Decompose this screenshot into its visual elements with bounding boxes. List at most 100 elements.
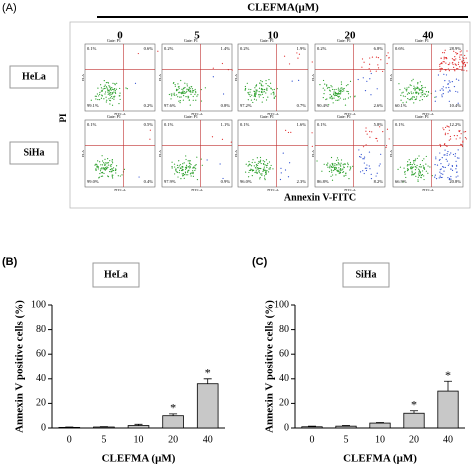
- event-dot: [450, 178, 452, 180]
- event-dot: [444, 154, 446, 156]
- event-dot: [197, 94, 199, 96]
- quadrant-percent: 1.9%: [297, 46, 307, 51]
- event-dot: [340, 168, 342, 170]
- event-dot: [329, 90, 331, 92]
- event-dot: [340, 162, 342, 164]
- event-dot: [326, 98, 328, 100]
- event-dot: [245, 163, 247, 165]
- event-dot: [409, 161, 412, 164]
- event-dot: [265, 80, 267, 82]
- event-dot: [334, 91, 337, 93]
- event-dot: [105, 101, 107, 103]
- event-dot: [329, 166, 331, 168]
- event-dot: [266, 166, 268, 169]
- event-dot: [340, 165, 342, 167]
- event-dot: [335, 99, 337, 101]
- event-dot: [185, 164, 188, 167]
- event-dot: [106, 99, 108, 101]
- event-dot: [451, 62, 453, 64]
- event-dot: [387, 52, 389, 54]
- event-dot: [192, 95, 194, 98]
- event-dot: [99, 172, 101, 175]
- event-dot: [386, 128, 389, 130]
- event-dot: [431, 175, 433, 177]
- event-dot: [346, 90, 348, 92]
- event-dot: [194, 169, 196, 172]
- event-dot: [103, 163, 106, 165]
- event-dot: [453, 66, 455, 68]
- gate-label: Gate: P1: [415, 38, 429, 43]
- event-dot: [412, 78, 414, 80]
- event-dot: [178, 87, 180, 89]
- event-dot: [101, 164, 104, 166]
- x-tick-label: 0: [67, 434, 72, 445]
- event-dot: [407, 97, 409, 100]
- event-dot: [251, 94, 253, 96]
- concentration-label: 0: [117, 30, 123, 42]
- event-dot: [182, 174, 185, 176]
- significance-mark: *: [411, 398, 417, 412]
- event-dot: [463, 58, 465, 60]
- title-box: [92, 262, 140, 288]
- panel-label: (C): [252, 256, 268, 268]
- event-dot: [111, 88, 114, 90]
- event-dot: [339, 89, 341, 91]
- event-dot: [192, 99, 194, 101]
- event-dot: [445, 62, 447, 64]
- event-dot: [369, 78, 371, 80]
- event-dot: [97, 98, 99, 101]
- event-dot: [443, 154, 445, 156]
- event-dot: [187, 88, 190, 90]
- event-dot: [436, 164, 439, 166]
- event-dot: [462, 56, 464, 59]
- quadrant-percent: 0.2%: [144, 103, 154, 108]
- event-dot: [259, 161, 261, 164]
- y-tick-label: 0: [41, 422, 46, 433]
- event-dot: [425, 170, 427, 172]
- event-dot: [112, 174, 114, 176]
- event-dot: [412, 166, 414, 168]
- event-dot: [466, 70, 468, 72]
- event-dot: [259, 82, 261, 84]
- event-dot: [250, 88, 252, 91]
- event-dot: [104, 93, 106, 95]
- event-dot: [265, 92, 267, 94]
- event-dot: [444, 49, 446, 51]
- quadrant-percent: 0.1%: [164, 122, 174, 127]
- quadrant-percent: 86.8%: [317, 179, 329, 184]
- quadrant-percent: 1.1%: [221, 122, 231, 127]
- event-dot: [95, 98, 97, 100]
- chart-title: SiHa: [355, 269, 376, 280]
- event-dot: [111, 97, 113, 99]
- event-dot: [263, 91, 265, 93]
- event-dot: [287, 176, 290, 178]
- event-dot: [424, 93, 427, 95]
- event-dot: [442, 173, 444, 175]
- event-dot: [399, 89, 401, 91]
- plot-axis-label: PI-A: [389, 74, 393, 81]
- event-dot: [429, 166, 431, 168]
- event-dot: [340, 159, 343, 161]
- bar: [58, 426, 81, 429]
- y-tick-label: 60: [279, 348, 289, 359]
- event-dot: [262, 91, 264, 93]
- bar: [335, 425, 357, 429]
- event-dot: [111, 168, 113, 170]
- event-dot: [457, 63, 460, 65]
- event-dot: [177, 89, 179, 91]
- event-dot: [442, 93, 444, 95]
- event-dot: [114, 95, 116, 97]
- event-dot: [268, 85, 270, 88]
- event-dot: [201, 164, 203, 166]
- event-dot: [105, 162, 107, 164]
- event-dot: [406, 170, 409, 172]
- event-dot: [366, 133, 368, 135]
- event-dot: [268, 168, 270, 170]
- event-dot: [412, 92, 415, 94]
- event-dot: [410, 98, 412, 100]
- event-dot: [249, 169, 252, 172]
- quadrant-percent: 2.6%: [374, 103, 384, 108]
- flow-plot: [84, 43, 156, 112]
- event-dot: [446, 152, 448, 155]
- event-dot: [402, 91, 404, 93]
